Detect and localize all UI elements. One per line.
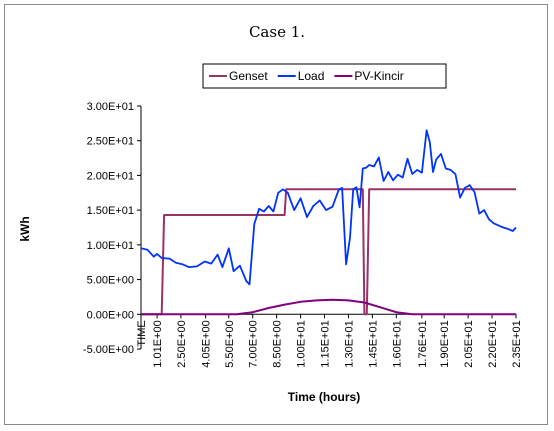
x-tick-label: 5.50E+00 xyxy=(224,320,236,367)
x-axis: TIME 1.01E+00 2.50E+00 4.05E+00 5.50E+00 7.00… xyxy=(136,313,523,368)
y-tick-label: 1.50E+01 xyxy=(87,205,134,217)
y-tick-label: 2.00E+01 xyxy=(87,170,134,182)
legend-label-pv-kincir: PV-Kincir xyxy=(354,69,403,83)
series-load-line xyxy=(140,129,517,286)
legend-box xyxy=(202,63,447,89)
y-axis-label: kWh xyxy=(18,216,32,241)
x-tick-label: TIME xyxy=(136,320,148,346)
y-tick-label: -5.00E+00 xyxy=(83,344,134,356)
y-tick-label: 3.00E+01 xyxy=(87,101,134,113)
x-tick-label: 1.76E+01 xyxy=(417,320,429,367)
x-tick-label: 1.90E+01 xyxy=(439,320,451,367)
legend: Genset Load PV-Kincir xyxy=(202,63,447,89)
series-pv-kincir-line xyxy=(141,298,516,316)
x-tick-label: 1.30E+01 xyxy=(343,320,355,367)
legend-label-load: Load xyxy=(298,69,325,83)
x-tick-label: 2.20E+01 xyxy=(487,320,499,367)
x-tick-label: 1.15E+01 xyxy=(320,320,332,367)
x-tick-label: 1.01E+00 xyxy=(152,320,164,367)
plot-series xyxy=(140,129,517,316)
line-chart: Case 1. Genset Load PV-Kincir -5.00E+00 0.0… xyxy=(18,23,523,404)
y-tick-label: 5.00E+00 xyxy=(87,275,134,287)
x-tick-label: 2.50E+00 xyxy=(176,320,188,367)
legend-label-genset: Genset xyxy=(229,69,268,83)
x-tick-label: 2.35E+01 xyxy=(511,320,523,367)
chart-frame: Case 1. Genset Load PV-Kincir -5.00E+00 0.0… xyxy=(4,4,548,425)
x-tick-label: 1.00E+01 xyxy=(296,320,308,367)
y-tick-label: 2.50E+01 xyxy=(87,136,134,148)
x-tick-label: 1.45E+01 xyxy=(367,320,379,367)
chart-title: Case 1. xyxy=(249,23,305,41)
x-tick-label: 8.50E+00 xyxy=(272,320,284,367)
x-axis-label: Time (hours) xyxy=(288,390,360,404)
x-tick-label: 4.05E+00 xyxy=(201,320,213,367)
x-tick-label: 7.00E+00 xyxy=(248,320,260,367)
y-axis: -5.00E+00 0.00E+00 5.00E+00 1.00E+01 1.50E+0… xyxy=(83,101,142,356)
y-tick-label: 0.00E+00 xyxy=(87,309,134,321)
series-genset-line xyxy=(141,188,516,316)
x-tick-label: 1.60E+01 xyxy=(391,320,403,367)
x-tick-label: 2.05E+01 xyxy=(463,320,475,367)
y-tick-label: 1.00E+01 xyxy=(87,240,134,252)
